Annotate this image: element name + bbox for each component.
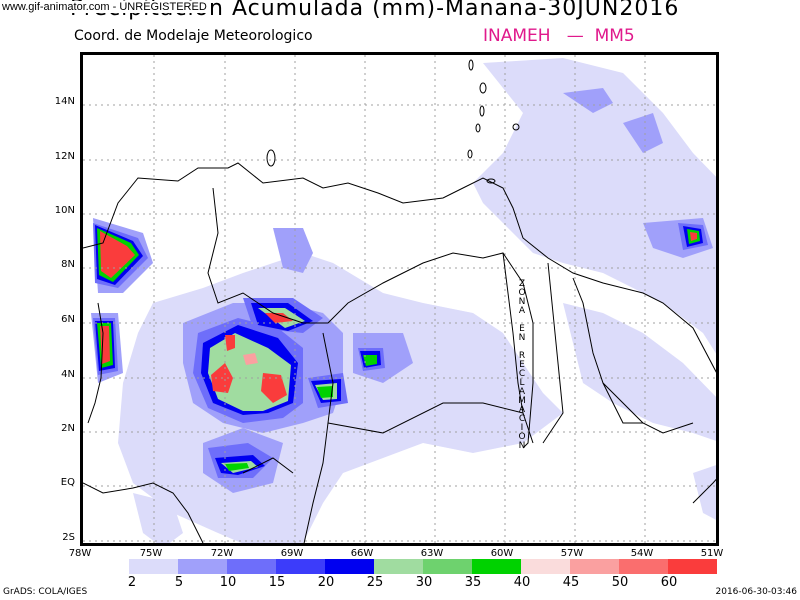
lat-label-14n: 14N xyxy=(54,96,75,107)
annotation-letter: A xyxy=(518,405,526,415)
colorbar-label: 60 xyxy=(660,575,678,590)
graticule xyxy=(83,55,716,543)
annotation-letter: C xyxy=(518,414,526,424)
annotation-letter: L xyxy=(519,378,525,388)
colorbar-segment-50 xyxy=(619,559,668,574)
lon-label-72w: 72W xyxy=(210,548,234,559)
colorbar-label: 45 xyxy=(562,575,580,590)
colorbar-label: 25 xyxy=(366,575,384,590)
precipitation-map xyxy=(83,55,716,543)
colorbar-segment-35 xyxy=(472,559,521,574)
precip-layer-60mm xyxy=(100,231,697,403)
colorbar-label: 15 xyxy=(268,575,286,590)
annotation-letter: O xyxy=(518,288,526,298)
colorbar-segment-5 xyxy=(178,559,227,574)
annotation-letter: R xyxy=(518,351,526,361)
annotation-letter: C xyxy=(518,369,526,379)
zona-en-reclamacion-label: Z O N A E N R E C L A M A C I O N xyxy=(516,280,528,451)
colorbar-label: 40 xyxy=(513,575,531,590)
colorbar-segment-40 xyxy=(521,559,570,574)
annotation-letter: M xyxy=(518,396,526,406)
annotation-letter: Z xyxy=(518,279,526,289)
lat-label-6n: 6N xyxy=(61,314,75,325)
colorbar-label: 10 xyxy=(219,575,237,590)
lat-label-12n: 12N xyxy=(54,151,75,162)
lat-label-2n: 2N xyxy=(61,423,75,434)
lon-label-69w: 69W xyxy=(280,548,304,559)
annotation-letter: N xyxy=(518,441,526,451)
colorbar-label: 2 xyxy=(127,575,137,590)
colorbar-segment-25 xyxy=(374,559,423,574)
lat-label-4n: 4N xyxy=(61,369,75,380)
annotation-letter: I xyxy=(520,423,524,433)
annotation-letter: N xyxy=(518,297,526,307)
organization-label: INAMEH — MM5 xyxy=(483,26,635,46)
precip-layer-50mm xyxy=(243,353,258,365)
coastlines xyxy=(83,59,716,543)
lon-label-63w: 63W xyxy=(420,548,444,559)
colorbar-segment-15 xyxy=(276,559,325,574)
annotation-letter: E xyxy=(519,360,525,370)
lat-label-2s: 2S xyxy=(62,532,75,543)
colorbar-label: 50 xyxy=(611,575,629,590)
annotation-letter: O xyxy=(518,432,526,442)
annotation-letter: N xyxy=(518,333,526,343)
colorbar-segment-30 xyxy=(423,559,472,574)
lon-label-66w: 66W xyxy=(350,548,374,559)
lat-label-10n: 10N xyxy=(54,205,75,216)
lon-label-78w: 78W xyxy=(68,548,92,559)
colorbar xyxy=(129,559,717,574)
colorbar-segment-45 xyxy=(570,559,619,574)
watermark-text: www.gif-animator.com - UNREGISTERED xyxy=(2,1,207,13)
lon-label-54w: 54W xyxy=(630,548,654,559)
grads-credit: GrADS: COLA/IGES xyxy=(3,587,88,597)
lon-label-75w: 75W xyxy=(139,548,163,559)
colorbar-label: 30 xyxy=(415,575,433,590)
lon-label-51w: 51W xyxy=(700,548,724,559)
colorbar-segment-60 xyxy=(668,559,717,574)
lon-label-60w: 60W xyxy=(490,548,514,559)
colorbar-segment-2 xyxy=(129,559,178,574)
annotation-letter: E xyxy=(519,324,525,334)
colorbar-label: 5 xyxy=(174,575,184,590)
lon-label-57w: 57W xyxy=(560,548,584,559)
annotation-letter: A xyxy=(518,387,526,397)
annotation-letter: A xyxy=(518,306,526,316)
colorbar-label: 35 xyxy=(464,575,482,590)
colorbar-segment-20 xyxy=(325,559,374,574)
map-plot-area xyxy=(80,52,719,546)
colorbar-segment-10 xyxy=(227,559,276,574)
map-title: Precipitacion Acumulada (mm)-Manana-30JU… xyxy=(70,0,680,21)
colorbar-label: 20 xyxy=(317,575,335,590)
timestamp: 2016-06-30-03:46 xyxy=(715,587,798,597)
lat-label-8n: 8N xyxy=(61,259,75,270)
map-subtitle: Coord. de Modelaje Meteorologico xyxy=(74,28,313,44)
lat-label-eq: EQ xyxy=(60,477,75,488)
